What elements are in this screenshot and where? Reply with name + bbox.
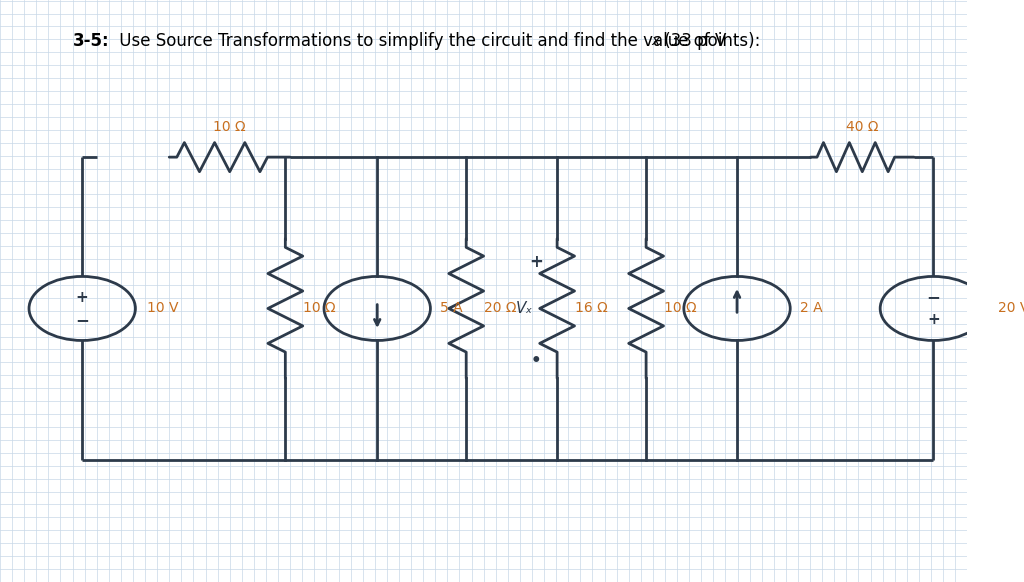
Text: 10 Ω: 10 Ω xyxy=(213,120,246,134)
Text: Vₓ: Vₓ xyxy=(516,301,532,316)
Text: −: − xyxy=(927,288,940,306)
Text: 16 Ω: 16 Ω xyxy=(574,301,607,315)
Text: 2 A: 2 A xyxy=(800,301,822,315)
Text: 3-5:: 3-5: xyxy=(73,32,110,49)
Text: Use Source Transformations to simplify the circuit and find the value of V: Use Source Transformations to simplify t… xyxy=(114,32,726,49)
Text: 20 V: 20 V xyxy=(998,301,1024,315)
Text: 5 A: 5 A xyxy=(440,301,463,315)
Text: +: + xyxy=(76,290,89,305)
Text: 40 Ω: 40 Ω xyxy=(846,120,879,134)
Text: −: − xyxy=(76,311,89,329)
Text: 10 V: 10 V xyxy=(147,301,178,315)
Text: 10 Ω: 10 Ω xyxy=(664,301,696,315)
Text: +: + xyxy=(927,312,940,327)
Text: •: • xyxy=(530,352,541,370)
Text: 20 Ω: 20 Ω xyxy=(483,301,516,315)
Text: (33 points):: (33 points): xyxy=(658,32,760,49)
Text: 10 Ω: 10 Ω xyxy=(303,301,336,315)
Text: x: x xyxy=(651,34,659,48)
Text: +: + xyxy=(529,253,543,271)
